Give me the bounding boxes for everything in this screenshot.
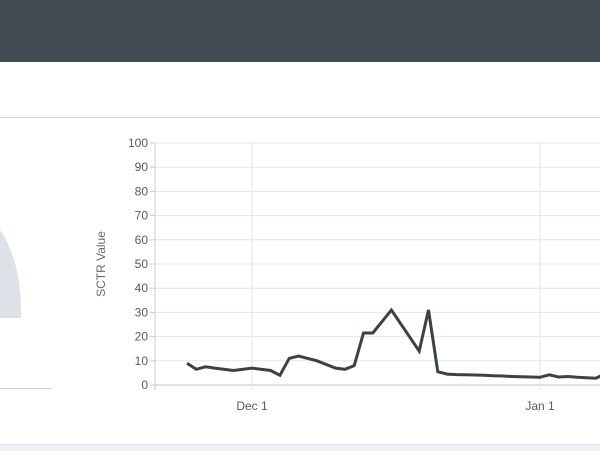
y-tick-label: 10 bbox=[135, 354, 149, 368]
data-point bbox=[362, 331, 365, 334]
sctr-chart: 0 10 20 30 40 50 60 70 80 90 100 Dec 1 Jan 1 SCTR V… bbox=[90, 125, 600, 425]
data-point bbox=[585, 376, 588, 379]
data-point bbox=[316, 359, 319, 362]
gauge-arc bbox=[0, 230, 22, 318]
y-axis-ticks: 0 10 20 30 40 50 60 70 80 90 100 bbox=[128, 136, 148, 392]
data-point bbox=[483, 374, 486, 377]
page-divider bbox=[0, 117, 600, 118]
y-tick-label: 80 bbox=[135, 184, 149, 198]
y-axis-title: SCTR Value bbox=[94, 231, 108, 297]
series-line-sctr bbox=[186, 307, 600, 380]
data-point bbox=[334, 367, 337, 370]
bottom-strip bbox=[0, 444, 600, 451]
y-tick-label: 20 bbox=[135, 330, 149, 344]
data-point bbox=[566, 375, 569, 378]
data-point bbox=[576, 376, 579, 379]
data-point bbox=[269, 369, 272, 372]
data-point bbox=[511, 375, 514, 378]
data-point bbox=[353, 364, 356, 367]
chart-grid bbox=[150, 142, 600, 390]
data-point bbox=[278, 374, 281, 377]
y-tick-label: 0 bbox=[141, 378, 148, 392]
data-point bbox=[594, 377, 597, 380]
data-point bbox=[548, 373, 551, 376]
x-tick-label: Jan 1 bbox=[525, 399, 555, 413]
data-point bbox=[204, 365, 207, 368]
data-point bbox=[390, 308, 393, 311]
data-point bbox=[436, 370, 439, 373]
y-tick-label: 100 bbox=[128, 136, 148, 150]
sctr-line-chart: 0 10 20 30 40 50 60 70 80 90 100 Dec 1 Jan 1 SCTR V… bbox=[94, 136, 600, 413]
data-point bbox=[529, 376, 532, 379]
data-point bbox=[371, 331, 374, 334]
y-tick-label: 70 bbox=[135, 209, 149, 223]
data-point bbox=[297, 354, 300, 357]
data-point bbox=[185, 362, 188, 365]
data-point bbox=[539, 376, 542, 379]
data-point bbox=[343, 368, 346, 371]
y-tick-label: 50 bbox=[135, 257, 149, 271]
data-point bbox=[195, 368, 198, 371]
data-point bbox=[446, 373, 449, 376]
data-point bbox=[557, 376, 560, 379]
y-tick-label: 30 bbox=[135, 305, 149, 319]
data-point bbox=[418, 350, 421, 353]
data-point bbox=[501, 375, 504, 378]
data-point bbox=[213, 367, 216, 370]
data-point bbox=[520, 375, 523, 378]
y-tick-label: 60 bbox=[135, 233, 149, 247]
data-point bbox=[464, 373, 467, 376]
y-tick-label: 90 bbox=[135, 160, 149, 174]
gauge-baseline bbox=[0, 388, 52, 389]
data-point bbox=[288, 357, 291, 360]
data-point bbox=[251, 367, 254, 370]
y-tick-label: 40 bbox=[135, 281, 149, 295]
data-point bbox=[492, 374, 495, 377]
x-axis-ticks: Dec 1 Jan 1 bbox=[236, 399, 555, 413]
data-point bbox=[232, 369, 235, 372]
chart-series bbox=[185, 307, 600, 380]
x-tick-label: Dec 1 bbox=[236, 399, 268, 413]
data-point bbox=[427, 308, 430, 311]
top-nav-bar bbox=[0, 0, 600, 62]
data-point bbox=[455, 373, 458, 376]
